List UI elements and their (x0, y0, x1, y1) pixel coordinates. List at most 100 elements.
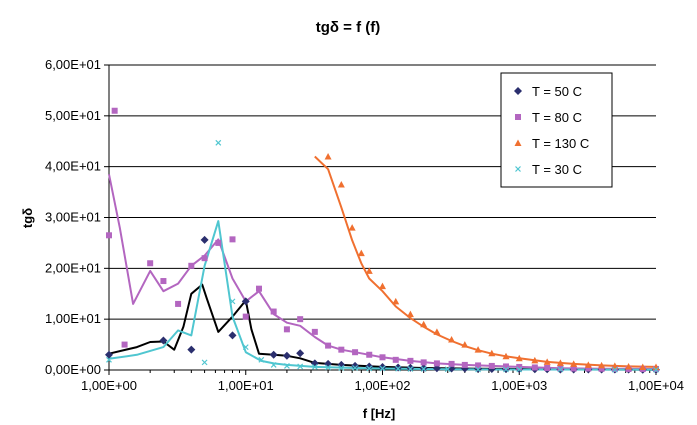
data-point (201, 359, 208, 366)
data-point (557, 366, 564, 373)
data-point (352, 365, 358, 371)
data-point (544, 364, 551, 371)
data-point (502, 363, 509, 370)
data-point (188, 262, 195, 269)
data-point (584, 361, 592, 368)
axis-layer: 0,00E+00 1,00E+01 2,00E+01 3,00E+01 4,00E+01… (45, 57, 684, 393)
data-point (106, 232, 112, 239)
chart-title: tgδ = f (f) (316, 19, 381, 36)
data-point (311, 364, 318, 370)
x-tick-label: 1,00E+02 (354, 378, 410, 393)
data-point (325, 342, 332, 349)
data-point (352, 349, 359, 356)
y-tick-label: 4,00E+01 (45, 159, 101, 174)
data-point (111, 107, 118, 114)
data-point (296, 349, 305, 358)
data-point (502, 352, 510, 360)
data-point (379, 282, 386, 290)
legend-label: T = 30 C (532, 162, 582, 177)
data-point (229, 298, 236, 305)
data-point (556, 359, 564, 366)
data-point (598, 361, 606, 369)
y-tick-label: 0,00E+00 (45, 362, 101, 377)
data-point (357, 249, 365, 257)
data-point (625, 362, 633, 370)
x-tick-label: 1,00E+04 (628, 378, 684, 393)
data-point (282, 351, 291, 360)
data-point (531, 364, 538, 371)
data-point (503, 366, 509, 373)
data-point (461, 341, 469, 348)
data-point (256, 285, 263, 292)
data-point (242, 344, 249, 351)
data-point (200, 235, 209, 244)
data-point (395, 365, 402, 372)
data-point (270, 308, 277, 315)
data-point (159, 336, 168, 345)
data-point (420, 320, 428, 328)
data-point (515, 354, 523, 362)
data-point (325, 364, 332, 371)
data-point (598, 365, 605, 372)
marker-layer (105, 107, 660, 374)
data-point (201, 255, 208, 262)
data-point (337, 360, 346, 369)
data-point (474, 346, 482, 353)
data-point (215, 139, 222, 146)
y-tick-label: 5,00E+01 (45, 108, 101, 123)
data-point (121, 341, 128, 348)
data-point (516, 366, 523, 373)
data-point (366, 351, 373, 358)
legend-label: T = 130 C (532, 136, 589, 151)
data-point (585, 365, 592, 372)
data-point (392, 297, 400, 305)
data-point (653, 366, 659, 373)
data-point (324, 153, 332, 160)
data-point (297, 363, 304, 370)
data-point (516, 363, 523, 370)
data-point (228, 331, 237, 340)
data-point (147, 260, 154, 267)
data-point (448, 336, 456, 343)
data-point (531, 356, 539, 364)
legend-label: T = 50 C (532, 84, 582, 99)
data-point (229, 236, 236, 243)
data-point (378, 362, 387, 371)
legend-marker (515, 114, 521, 120)
data-point (407, 357, 414, 364)
data-point (406, 310, 414, 318)
data-point (475, 366, 482, 373)
data-point (392, 356, 399, 363)
data-point (187, 345, 196, 354)
data-point (407, 366, 414, 372)
data-point (270, 361, 277, 368)
data-point (365, 362, 374, 371)
data-point (461, 361, 468, 368)
x-tick-label: 1,00E+00 (81, 378, 137, 393)
data-point (488, 349, 496, 357)
data-point (420, 359, 427, 366)
data-point (348, 224, 356, 231)
legend-marker (515, 166, 521, 172)
data-point (394, 363, 403, 372)
data-point (420, 366, 427, 372)
trend-line (108, 174, 657, 370)
trend-line (314, 155, 657, 368)
data-point (639, 363, 647, 370)
x-tick-label: 1,00E+01 (218, 378, 274, 393)
data-point (338, 365, 345, 371)
data-point (488, 362, 495, 369)
data-point (283, 363, 290, 369)
data-point (557, 365, 564, 372)
data-point (419, 363, 428, 372)
data-point (570, 365, 577, 372)
data-point (365, 267, 373, 274)
data-point (297, 316, 304, 323)
grid-layer (109, 64, 656, 320)
data-point (269, 350, 278, 359)
data-point (570, 360, 578, 367)
legend-marker (514, 87, 522, 95)
data-point (338, 346, 345, 353)
x-tick-label: 1,00E+03 (491, 378, 547, 393)
